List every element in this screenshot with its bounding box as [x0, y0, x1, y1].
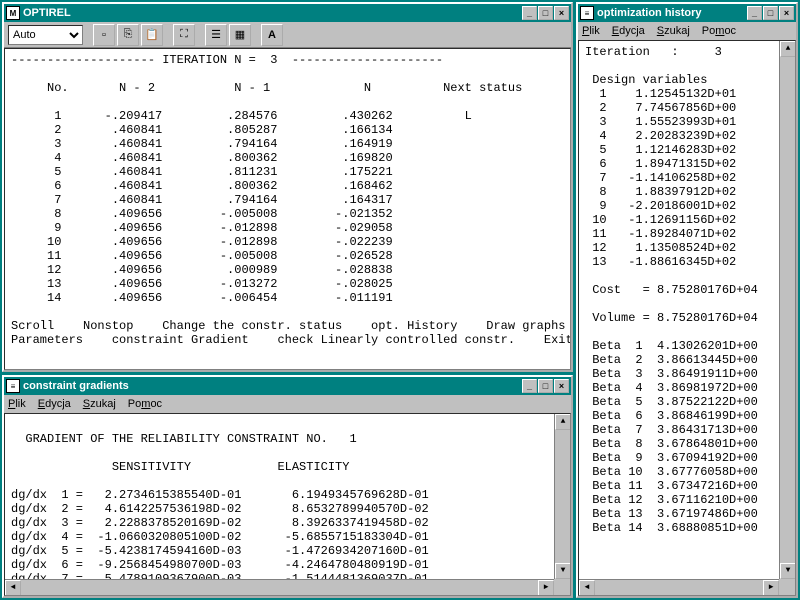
window-title: constraint gradients: [23, 380, 522, 392]
minimize-button[interactable]: _: [522, 379, 537, 393]
maximize-button[interactable]: □: [538, 379, 553, 393]
scrollbar-vertical[interactable]: ▲▼: [554, 414, 570, 579]
menubar: Plik Edycja Szukaj Pomoc: [578, 22, 796, 40]
fullscreen-icon[interactable]: ⛶: [173, 24, 195, 46]
gradients-content: GRADIENT OF THE RELIABILITY CONSTRAINT N…: [4, 413, 571, 596]
menu-pomoc[interactable]: Pomoc: [702, 25, 736, 37]
history-window: ≡ optimization history _ □ × Plik Edycja…: [576, 2, 798, 598]
resize-grip[interactable]: [779, 579, 795, 595]
menu-edycja[interactable]: Edycja: [38, 398, 71, 410]
toolbar: Auto ▫ ⎘ 📋 ⛶ ☰ ▦ A: [4, 22, 571, 48]
scrollbar-vertical[interactable]: ▲▼: [779, 41, 795, 579]
props-icon[interactable]: ☰: [205, 24, 227, 46]
menu-plik[interactable]: Plik: [8, 398, 26, 410]
scrollbar-horizontal[interactable]: ◄►: [5, 579, 554, 595]
doc-icon: ≡: [6, 379, 20, 393]
paste-icon[interactable]: 📋: [141, 24, 163, 46]
close-button[interactable]: ×: [779, 6, 794, 20]
mode-select[interactable]: Auto: [8, 25, 83, 45]
menu-szukaj[interactable]: Szukaj: [83, 398, 116, 410]
maximize-button[interactable]: □: [763, 6, 778, 20]
doc-icon: ≡: [580, 6, 594, 20]
view-icon[interactable]: ▦: [229, 24, 251, 46]
minimize-button[interactable]: _: [747, 6, 762, 20]
app-icon: M: [6, 6, 20, 20]
close-button[interactable]: ×: [554, 379, 569, 393]
optirel-content: -------------------- ITERATION N = 3 ---…: [4, 48, 571, 370]
window-title: OPTIREL: [23, 7, 522, 19]
minimize-button[interactable]: _: [522, 6, 537, 20]
resize-grip[interactable]: [554, 579, 570, 595]
window-title: optimization history: [597, 7, 747, 19]
font-icon[interactable]: A: [261, 24, 283, 46]
optirel-titlebar[interactable]: M OPTIREL _ □ ×: [4, 4, 571, 22]
tool-1[interactable]: ▫: [93, 24, 115, 46]
history-titlebar[interactable]: ≡ optimization history _ □ ×: [578, 4, 796, 22]
scrollbar-horizontal[interactable]: ◄►: [579, 579, 779, 595]
gradients-titlebar[interactable]: ≡ constraint gradients _ □ ×: [4, 377, 571, 395]
optirel-window: M OPTIREL _ □ × Auto ▫ ⎘ 📋 ⛶ ☰ ▦ A -----…: [2, 2, 573, 372]
maximize-button[interactable]: □: [538, 6, 553, 20]
gradients-window: ≡ constraint gradients _ □ × Plik Edycja…: [2, 375, 573, 598]
menu-pomoc[interactable]: Pomoc: [128, 398, 162, 410]
close-button[interactable]: ×: [554, 6, 569, 20]
menu-plik[interactable]: Plik: [582, 25, 600, 37]
menubar: Plik Edycja Szukaj Pomoc: [4, 395, 571, 413]
history-content: Iteration : 3 Design variables 1 1.12545…: [578, 40, 796, 596]
menu-edycja[interactable]: Edycja: [612, 25, 645, 37]
menu-szukaj[interactable]: Szukaj: [657, 25, 690, 37]
copy-icon[interactable]: ⎘: [117, 24, 139, 46]
